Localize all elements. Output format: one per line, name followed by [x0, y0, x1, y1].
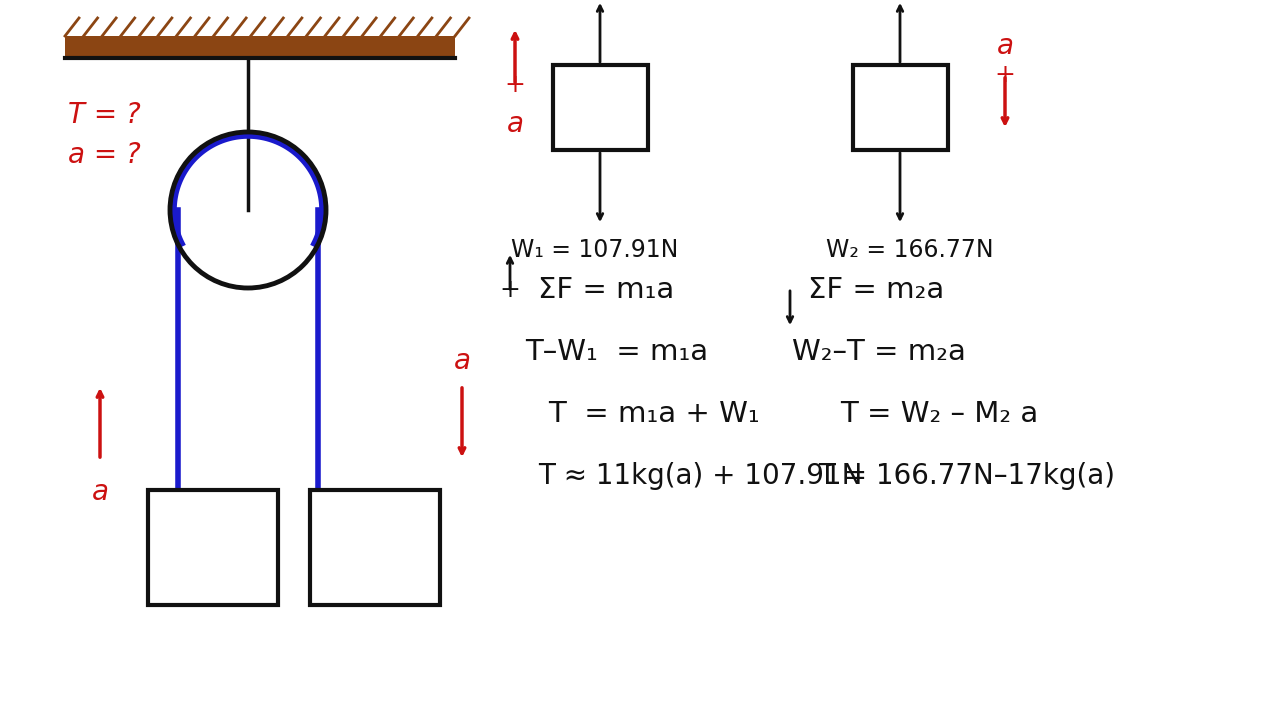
Text: 17kg: 17kg: [347, 560, 403, 580]
Bar: [852, 65, 948, 150]
Text: T = 166.77N–17kg(a): T = 166.77N–17kg(a): [818, 462, 1115, 490]
Text: 17kg: 17kg: [873, 97, 928, 117]
Text: a: a: [453, 347, 471, 375]
Bar: [310, 490, 440, 605]
Text: T = W₂ – M₂ a: T = W₂ – M₂ a: [840, 400, 1038, 428]
Text: a: a: [507, 110, 524, 138]
Text: +: +: [995, 63, 1015, 87]
Text: W₂–T = m₂a: W₂–T = m₂a: [792, 338, 966, 366]
Text: a: a: [997, 32, 1014, 60]
Text: a: a: [91, 478, 109, 506]
Text: T–W₁  = m₁a: T–W₁ = m₁a: [525, 338, 708, 366]
Text: 11kg: 11kg: [572, 97, 627, 117]
Text: $m_1$: $m_1$: [196, 522, 230, 546]
Text: $m_2$: $m_2$: [358, 522, 392, 546]
Bar: [65, 36, 454, 58]
Text: +: +: [504, 73, 525, 97]
Text: T ≈ 11kg(a) + 107.91N: T ≈ 11kg(a) + 107.91N: [538, 462, 863, 490]
Text: ΣF = m₂a: ΣF = m₂a: [808, 276, 945, 304]
Text: ΣF = m₁a: ΣF = m₁a: [538, 276, 675, 304]
Text: 11 kg: 11 kg: [182, 560, 244, 580]
Text: a = ?: a = ?: [68, 141, 141, 169]
Text: T  = m₁a + W₁: T = m₁a + W₁: [548, 400, 759, 428]
Text: W₁ = 107.91N: W₁ = 107.91N: [511, 238, 678, 262]
Text: T = ?: T = ?: [68, 101, 141, 129]
Bar: [148, 490, 278, 605]
Bar: [553, 65, 648, 150]
Text: +: +: [499, 278, 521, 302]
Text: W₂ = 166.77N: W₂ = 166.77N: [826, 238, 993, 262]
